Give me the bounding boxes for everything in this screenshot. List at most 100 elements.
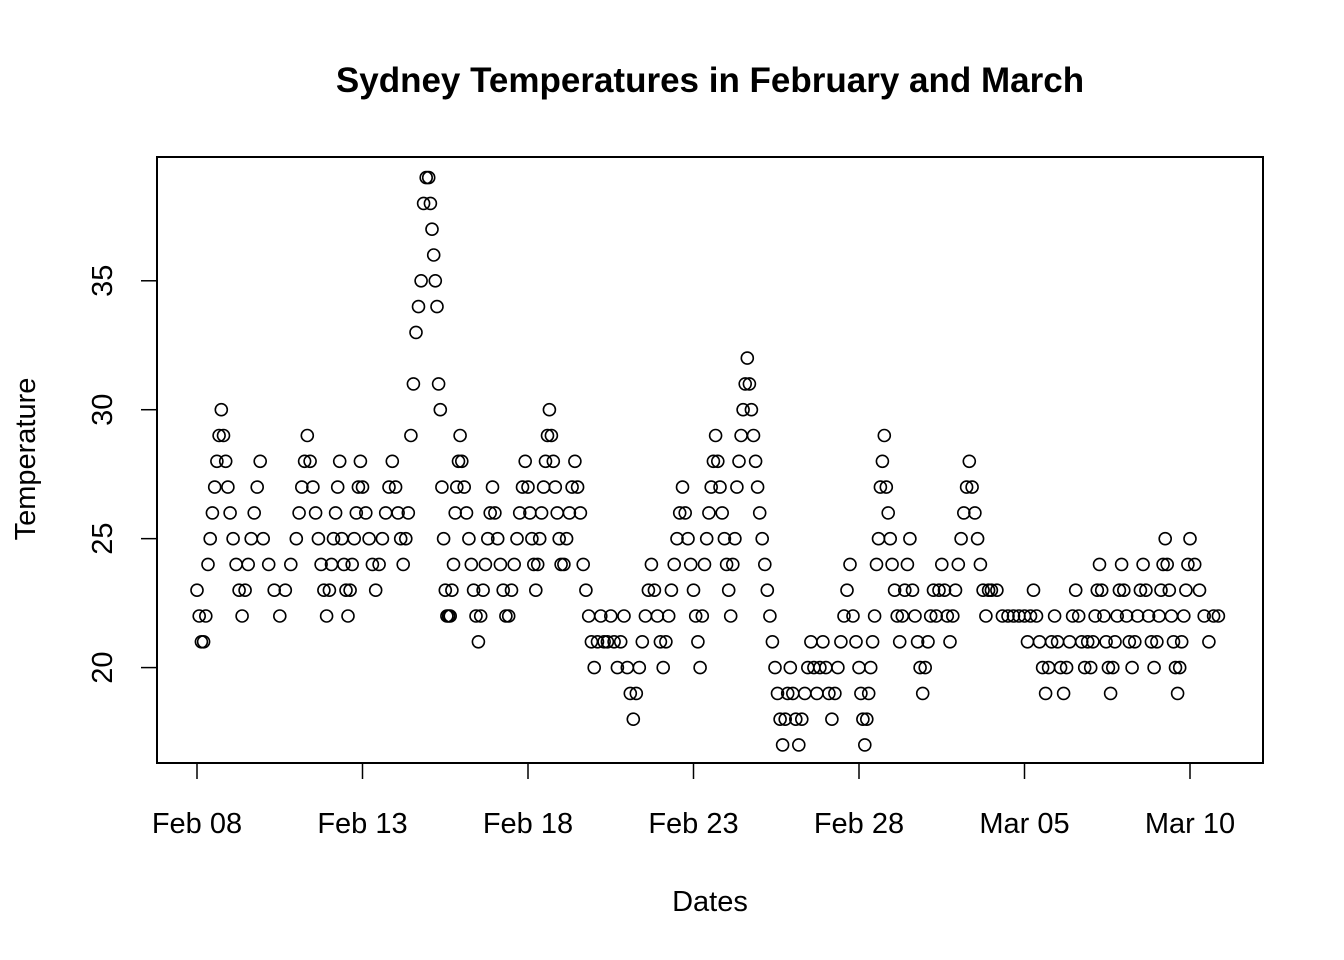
- data-point: [1092, 557, 1107, 572]
- data-point: [728, 531, 742, 546]
- data-point: [1197, 609, 1211, 623]
- data-point: [398, 531, 413, 546]
- data-point: [1141, 609, 1156, 623]
- data-point: [471, 634, 486, 649]
- data-point: [292, 506, 306, 520]
- data-point: [773, 712, 787, 727]
- data-point: [515, 480, 530, 494]
- x-tick-label: Feb 18: [483, 808, 573, 840]
- data-point: [210, 454, 224, 469]
- data-point: [464, 557, 479, 572]
- data-point: [303, 454, 317, 469]
- data-point: [330, 480, 345, 494]
- data-point: [446, 557, 461, 572]
- data-point: [1183, 531, 1197, 546]
- data-point: [603, 609, 618, 623]
- data-point: [590, 634, 605, 649]
- y-tick-label: 20: [87, 651, 119, 683]
- data-point: [704, 480, 719, 494]
- data-point: [688, 609, 703, 623]
- data-point: [283, 557, 298, 572]
- data-point: [347, 531, 362, 546]
- data-point: [686, 583, 701, 598]
- data-point: [1170, 686, 1185, 701]
- data-point: [683, 557, 698, 572]
- data-point: [1125, 660, 1139, 675]
- data-point: [355, 480, 370, 494]
- data-point: [1144, 634, 1159, 649]
- data-point: [765, 634, 780, 649]
- data-point: [881, 506, 896, 520]
- data-point: [512, 506, 527, 520]
- data-point: [738, 377, 753, 391]
- data-point: [861, 686, 876, 701]
- data-point: [984, 583, 999, 598]
- data-point: [650, 609, 665, 623]
- data-point: [865, 634, 880, 649]
- data-point: [695, 609, 710, 623]
- data-point: [573, 506, 588, 520]
- data-point: [480, 531, 495, 546]
- data-point: [1122, 634, 1137, 649]
- data-point: [1056, 686, 1071, 701]
- data-point: [937, 583, 952, 598]
- data-point: [732, 454, 746, 469]
- data-point: [349, 506, 364, 520]
- data-point: [1172, 660, 1187, 675]
- data-point: [990, 583, 1004, 598]
- data-point: [617, 609, 631, 623]
- data-point: [1168, 660, 1183, 675]
- data-point: [797, 686, 812, 701]
- data-point: [396, 557, 411, 572]
- data-point: [317, 583, 331, 598]
- data-point: [1083, 660, 1098, 675]
- data-point: [311, 531, 326, 546]
- data-point: [525, 531, 539, 546]
- data-point: [1206, 609, 1221, 623]
- data-point: [1101, 660, 1116, 675]
- data-point: [457, 480, 472, 494]
- data-point: [653, 634, 668, 649]
- data-point: [430, 299, 444, 314]
- data-point: [1147, 660, 1161, 675]
- y-axis-label: Temperature: [10, 378, 42, 541]
- data-point: [504, 583, 519, 598]
- data-point: [372, 557, 386, 572]
- data-point: [493, 557, 508, 572]
- data-point: [921, 634, 935, 649]
- data-point: [1088, 609, 1102, 623]
- data-point: [995, 609, 1010, 623]
- data-point: [1202, 634, 1216, 649]
- data-point: [879, 480, 894, 494]
- data-point: [691, 634, 705, 649]
- data-point: [496, 583, 511, 598]
- data-point: [948, 583, 963, 598]
- data-point: [871, 531, 886, 546]
- data-point: [1156, 557, 1170, 572]
- data-point: [540, 428, 555, 443]
- data-point: [190, 583, 204, 598]
- data-point: [681, 531, 695, 546]
- data-point: [542, 402, 557, 417]
- data-point: [199, 609, 213, 623]
- data-point: [1006, 609, 1021, 623]
- data-point: [757, 557, 772, 572]
- data-point: [816, 634, 830, 649]
- data-point: [867, 609, 882, 623]
- data-point: [721, 583, 736, 598]
- data-point: [623, 686, 638, 701]
- data-point: [710, 454, 725, 469]
- data-point: [804, 634, 818, 649]
- data-point: [915, 686, 930, 701]
- data-point: [499, 609, 513, 623]
- data-point: [1114, 557, 1129, 572]
- data-point: [840, 583, 854, 598]
- data-point: [1065, 609, 1080, 623]
- data-point: [289, 531, 304, 546]
- data-point: [1026, 583, 1041, 598]
- data-point: [1059, 660, 1074, 675]
- data-point: [426, 248, 441, 262]
- x-axis-label: Dates: [672, 886, 748, 918]
- data-point: [1053, 660, 1068, 675]
- data-point: [635, 634, 650, 649]
